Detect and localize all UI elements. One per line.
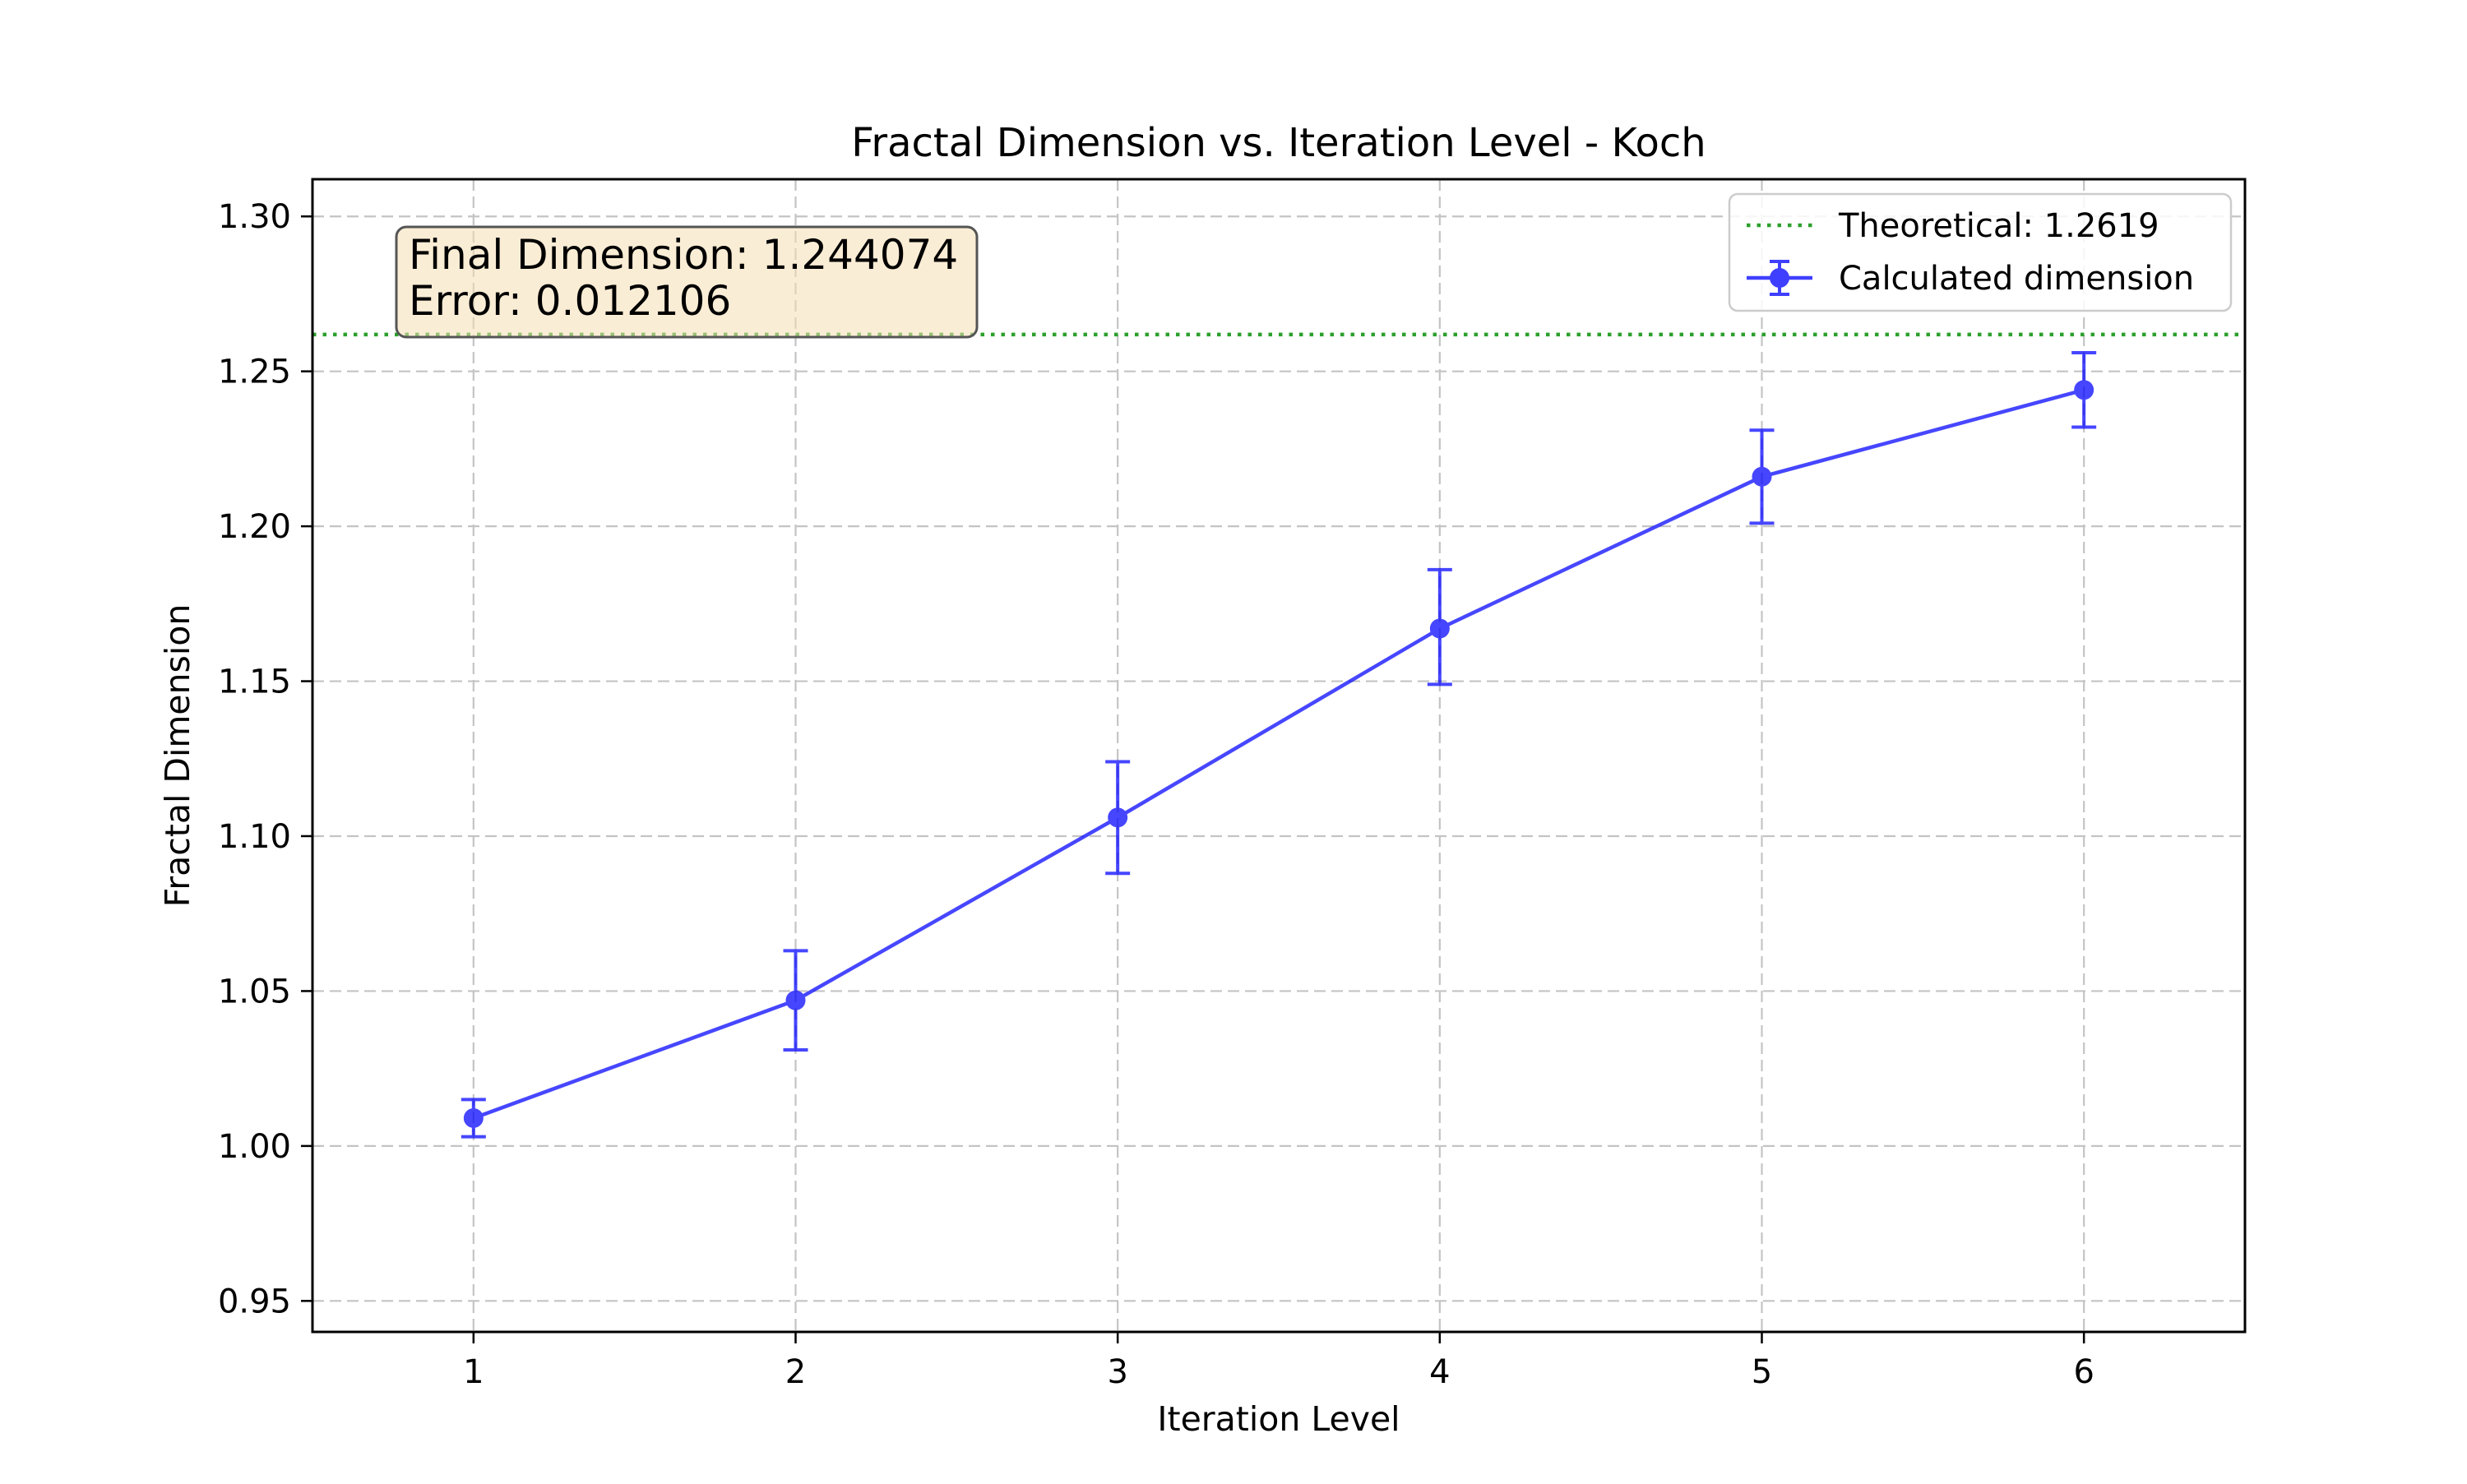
x-tick-label: 6 [2073, 1353, 2094, 1391]
data-point [463, 1107, 484, 1128]
annotation-background [395, 225, 979, 339]
series-line [473, 388, 2085, 1121]
tick-layer: 1 2 3 4 5 6 0.95 1.00 1.05 1.10 1.15 1.20 1.25 1.30 [218, 198, 2094, 1391]
x-tick-label: 3 [1107, 1353, 1127, 1391]
y-tick-label: 1.15 [218, 663, 291, 701]
y-tick-label: 1.25 [218, 354, 291, 391]
annotation-box: Final Dimension: 1.244074 Error: 0.01210… [395, 225, 979, 339]
x-tick-label: 2 [785, 1353, 806, 1391]
x-tick-label: 5 [1752, 1353, 1772, 1391]
legend-frame [1728, 192, 2233, 312]
y-tick-label: 1.30 [218, 198, 291, 236]
legend-theoretical-label: Theoretical: 1.2619 [1838, 207, 2159, 245]
data-point [1752, 466, 1772, 487]
legend-series-label: Calculated dimension [1839, 260, 2194, 298]
legend: Theoretical: 1.2619 Calculated dimension [1728, 192, 2233, 312]
annotation-final-dimension: Final Dimension: 1.244074 [409, 231, 958, 279]
x-axis-label: Iteration Level [1157, 1399, 1400, 1439]
data-point [785, 990, 806, 1010]
x-tick-label: 4 [1429, 1353, 1450, 1391]
y-tick-label: 1.05 [218, 973, 291, 1010]
x-tick-label: 1 [463, 1353, 484, 1391]
data-point [2074, 380, 2094, 400]
y-tick-label: 0.95 [218, 1283, 291, 1320]
data-point [1108, 807, 1128, 828]
chart-title: Fractal Dimension vs. Iteration Level - … [851, 120, 1706, 166]
plot-frame [311, 178, 2247, 1334]
y-tick-label: 1.20 [218, 508, 291, 546]
grid-layer [312, 179, 2245, 1332]
y-axis-label: Fractal Dimension [158, 604, 197, 908]
series-calculated-dimension [461, 351, 2097, 1139]
legend-series-swatch [1747, 260, 1812, 296]
legend-series-marker [1770, 268, 1789, 288]
data-point [1429, 618, 1450, 639]
series-layer [461, 351, 2097, 1139]
annotation-error: Error: 0.012106 [409, 277, 731, 325]
y-tick-label: 1.00 [218, 1128, 291, 1166]
y-tick-label: 1.10 [218, 818, 291, 856]
